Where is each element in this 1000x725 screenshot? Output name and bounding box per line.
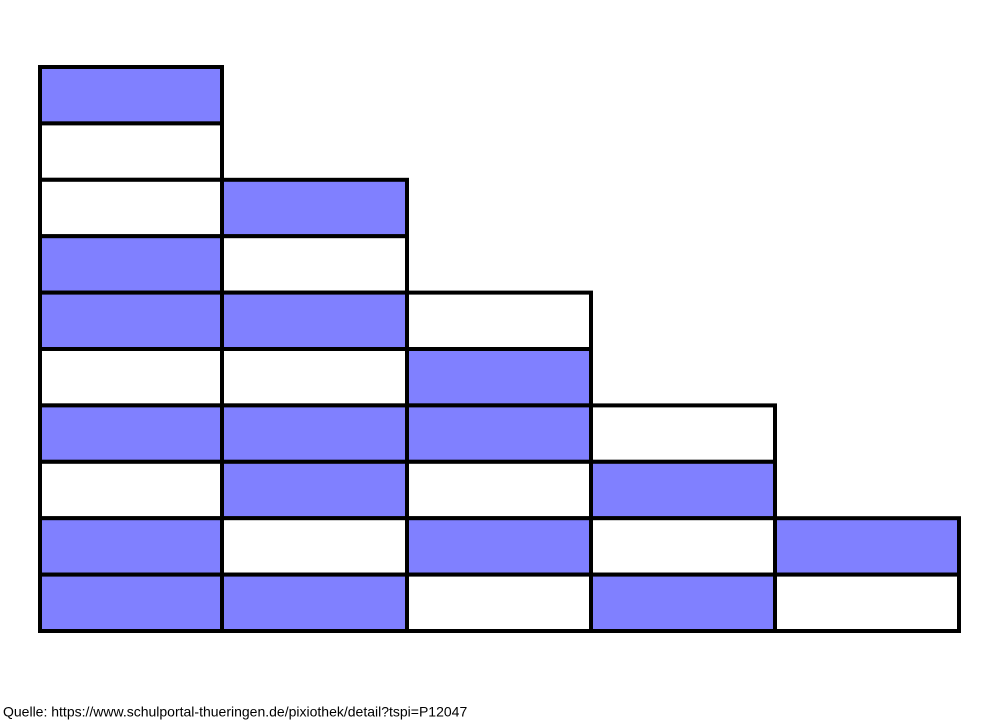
cell [220, 290, 409, 352]
cell [589, 403, 777, 464]
cell [38, 459, 224, 521]
cell [405, 572, 593, 633]
cell [589, 572, 777, 633]
cell [220, 177, 409, 239]
cell [38, 572, 224, 633]
cell [220, 347, 409, 408]
cell [589, 516, 777, 577]
block-grid [38, 65, 961, 633]
cell [220, 234, 409, 295]
cell [405, 516, 593, 577]
cell [38, 290, 224, 352]
source-caption: Quelle: https://www.schulportal-thuering… [3, 704, 467, 720]
cell [220, 403, 409, 464]
cell [773, 572, 961, 633]
cell [220, 516, 409, 577]
cell [220, 459, 409, 521]
cell [220, 572, 409, 633]
cell [38, 65, 224, 126]
cell [405, 347, 593, 408]
cell [773, 516, 961, 577]
cell [589, 459, 777, 521]
cell [38, 121, 224, 182]
cell [405, 403, 593, 464]
cell [38, 234, 224, 295]
cell [405, 290, 593, 352]
cell [38, 347, 224, 408]
cell [405, 459, 593, 521]
cell [38, 177, 224, 239]
cell [38, 516, 224, 577]
cell [38, 403, 224, 464]
